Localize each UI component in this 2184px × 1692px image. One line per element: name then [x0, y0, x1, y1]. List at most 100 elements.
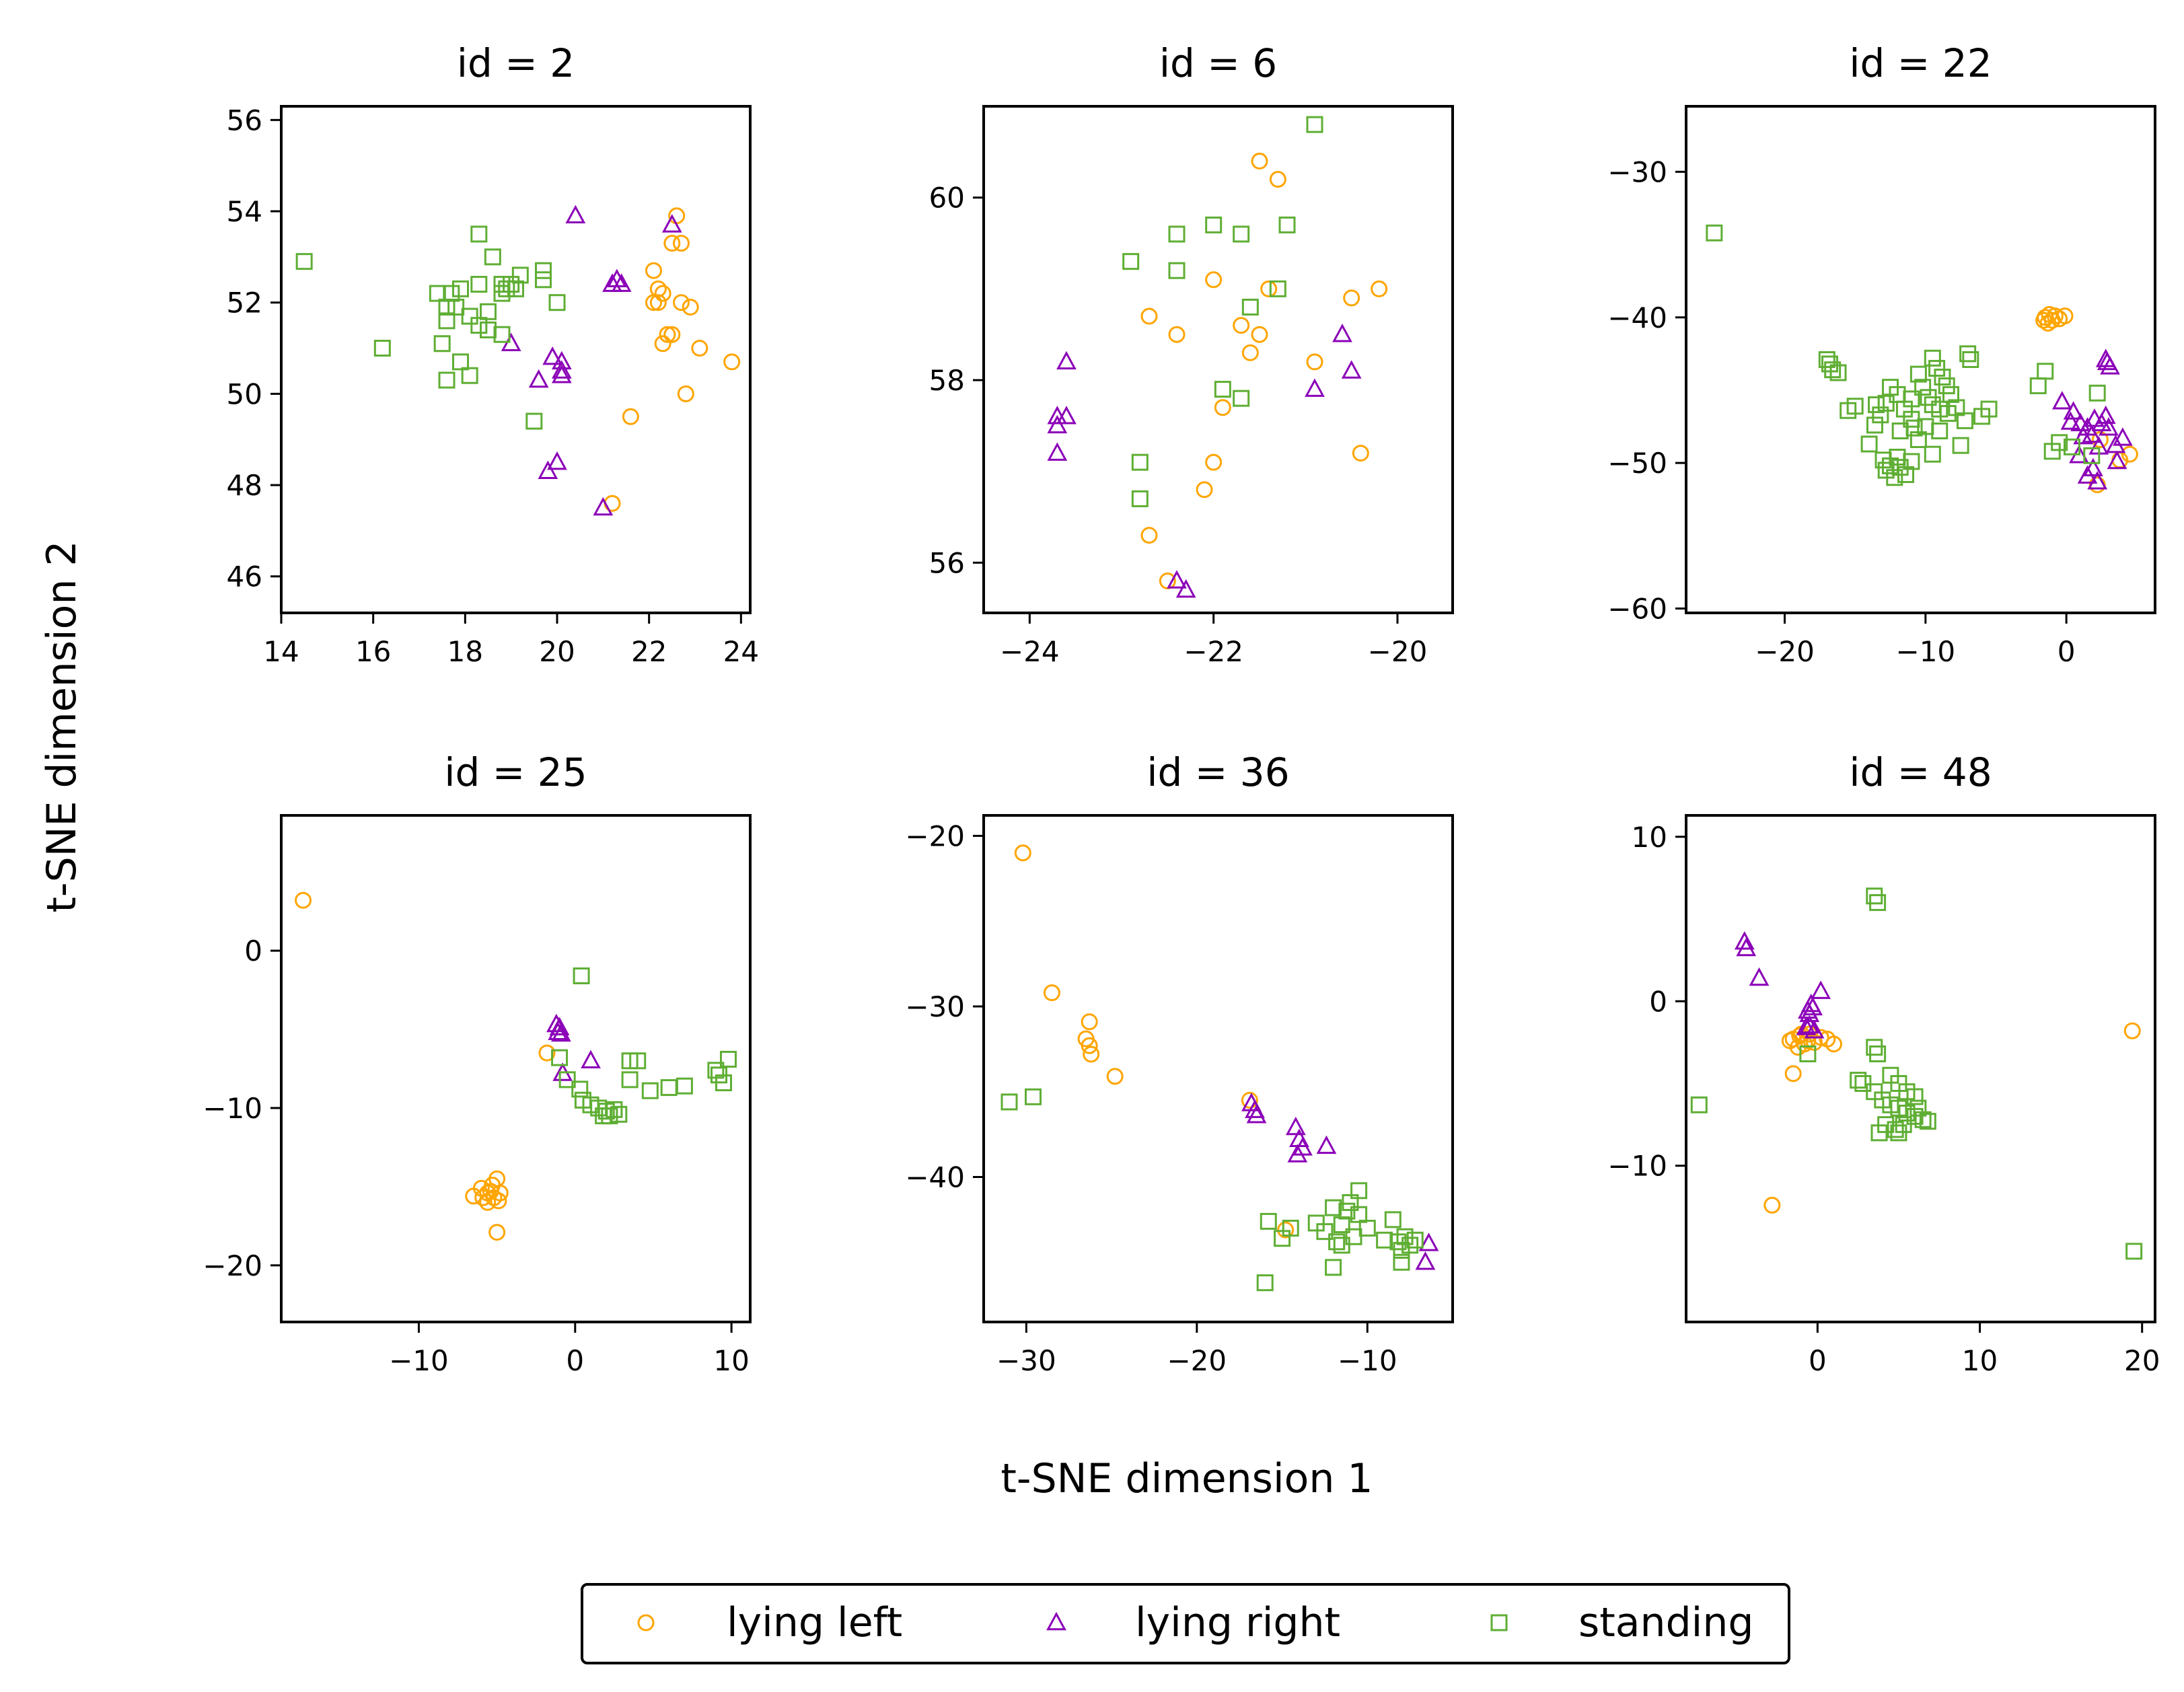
data-point	[1690, 1096, 1708, 1113]
series-standing	[1000, 1088, 1424, 1292]
y-tick-label: 46	[227, 560, 262, 593]
legend: lying left lying right standing	[581, 1583, 1790, 1664]
data-point	[1214, 399, 1231, 416]
x-tick-label: 22	[631, 635, 667, 668]
data-point	[677, 385, 694, 402]
data-point	[1829, 364, 1847, 381]
data-point	[538, 460, 558, 479]
data-point	[1285, 1116, 1306, 1136]
subplot-title: id = 2	[457, 40, 575, 86]
data-point	[1332, 324, 1352, 342]
data-point	[1352, 445, 1369, 462]
y-tick-label: 48	[227, 469, 262, 502]
data-point	[1866, 416, 1883, 434]
data-point	[1891, 422, 1909, 440]
data-point	[1241, 298, 1259, 316]
data-point	[719, 1050, 737, 1068]
data-point	[1260, 280, 1278, 297]
data-point	[1736, 937, 1757, 957]
data-point	[645, 294, 662, 311]
legend-marker-triangle	[1046, 1611, 1066, 1631]
series-lying-left	[1140, 152, 1388, 590]
figure-ylabel: t-SNE dimension 2	[38, 540, 85, 912]
y-tick-label: −20	[905, 819, 965, 852]
x-tick-label: −20	[1167, 1344, 1227, 1377]
data-point	[1804, 1020, 1825, 1039]
data-point	[461, 367, 478, 384]
data-point	[1919, 1113, 1936, 1130]
data-point	[711, 1066, 728, 1084]
data-point	[438, 371, 456, 389]
x-tick-label: −10	[389, 1344, 449, 1377]
data-point	[1928, 359, 1946, 377]
data-point	[1307, 1214, 1325, 1232]
data-point	[629, 1052, 647, 1070]
data-point	[1393, 1253, 1410, 1271]
data-point	[1959, 345, 1977, 363]
y-tick-label: −40	[1607, 301, 1667, 334]
x-tick-label: 20	[2124, 1344, 2160, 1377]
data-point	[1196, 481, 1213, 499]
data-point	[1869, 894, 1887, 912]
data-point	[1393, 1242, 1410, 1259]
data-point	[1350, 1206, 1368, 1223]
data-point	[433, 335, 451, 353]
data-point	[659, 326, 676, 343]
y-tick-label: −10	[203, 1092, 262, 1125]
data-point	[1938, 377, 1955, 394]
data-point	[551, 1049, 569, 1066]
data-point	[493, 326, 511, 343]
data-point	[2087, 471, 2108, 490]
data-point	[2083, 457, 2103, 477]
y-tick-label: 54	[227, 195, 262, 228]
data-point	[663, 326, 681, 343]
data-point	[654, 285, 671, 302]
data-point	[1376, 1231, 1393, 1249]
data-point	[1763, 1196, 1781, 1214]
data-point	[1890, 1124, 1907, 1142]
data-point	[558, 1071, 576, 1089]
data-point	[1877, 394, 1895, 412]
data-point	[470, 276, 488, 293]
data-point	[1846, 398, 1864, 415]
series-lying-left	[2035, 305, 2138, 494]
data-point	[1269, 280, 1286, 297]
data-point	[723, 353, 741, 371]
series-lying-left	[1014, 844, 1295, 1239]
data-point	[1942, 385, 1960, 403]
data-point	[1784, 1065, 1802, 1082]
data-point	[1333, 1237, 1350, 1254]
data-point	[1251, 326, 1268, 343]
legend-marker-circle	[637, 1614, 655, 1631]
data-point	[606, 1101, 623, 1118]
data-point	[538, 1044, 556, 1062]
data-point	[1025, 1088, 1042, 1105]
legend-item-lying-right: lying right	[1046, 1599, 1340, 1646]
x-tick-label: −10	[1338, 1344, 1397, 1377]
x-tick-label: −24	[1000, 635, 1060, 668]
data-point	[622, 408, 639, 425]
data-point	[1939, 405, 1957, 422]
data-point	[1781, 1032, 1798, 1050]
series-lying-right	[2051, 348, 2133, 490]
data-point	[1306, 116, 1323, 133]
data-point	[429, 285, 446, 302]
data-point	[1168, 225, 1186, 243]
data-point	[548, 1021, 569, 1040]
data-point	[1168, 262, 1186, 279]
data-point	[682, 298, 699, 316]
data-point	[438, 298, 456, 316]
x-tick-label: 0	[1809, 1344, 1827, 1377]
data-point	[1205, 271, 1223, 289]
data-point	[1269, 171, 1286, 188]
data-point	[1897, 466, 1915, 483]
data-point	[438, 312, 456, 330]
subplot-4: id = 25 −10 0 10 0 −10 −20	[203, 749, 752, 1377]
data-point	[1948, 399, 1965, 416]
data-point	[551, 360, 572, 379]
data-point	[1233, 390, 1250, 407]
y-tick-label: 56	[227, 104, 262, 137]
series-lying-left	[1763, 1022, 2141, 1214]
data-point	[593, 496, 614, 516]
series-standing	[1122, 116, 1323, 507]
